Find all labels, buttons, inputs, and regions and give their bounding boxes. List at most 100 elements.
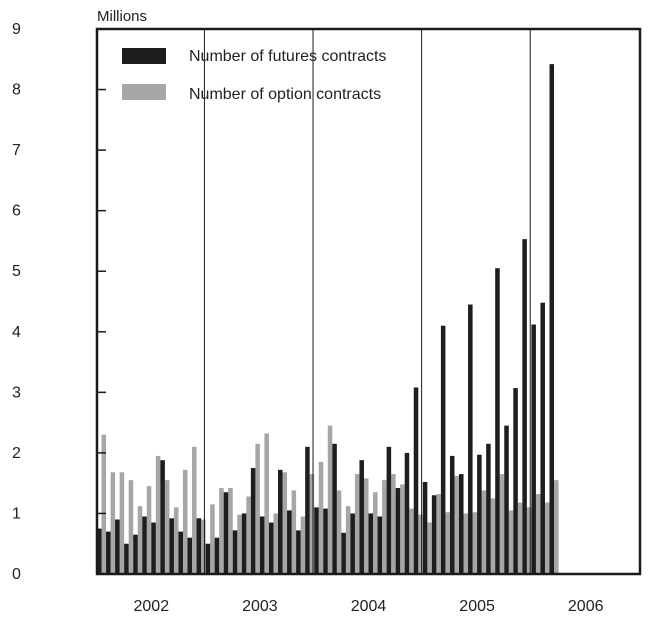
bar-futures bbox=[287, 510, 292, 574]
bar-futures bbox=[449, 455, 455, 574]
bar-options bbox=[146, 486, 152, 574]
bar-options bbox=[182, 469, 188, 574]
bar-futures bbox=[395, 488, 401, 574]
bar-futures bbox=[178, 531, 183, 574]
bar-options bbox=[400, 484, 405, 574]
y-tick-label: 6 bbox=[12, 203, 21, 220]
bar-options bbox=[300, 516, 306, 574]
bar-futures bbox=[97, 528, 102, 574]
y-tick-label: 1 bbox=[12, 505, 21, 522]
bar-options bbox=[391, 474, 396, 574]
bar-futures bbox=[422, 481, 428, 574]
bar-futures bbox=[495, 268, 500, 574]
bar-futures bbox=[477, 454, 482, 574]
bar-options bbox=[554, 480, 559, 574]
bar-options bbox=[164, 480, 170, 574]
bar-futures bbox=[504, 425, 509, 574]
x-tick-label: 2004 bbox=[351, 598, 387, 615]
bar-futures bbox=[323, 508, 328, 574]
bar-options bbox=[354, 474, 360, 574]
bar-options bbox=[264, 433, 269, 574]
bar-options bbox=[255, 443, 260, 574]
bar-futures bbox=[268, 522, 274, 574]
bar-options bbox=[409, 508, 414, 574]
y-unit-label: Millions bbox=[97, 8, 147, 25]
bar-options bbox=[363, 478, 369, 574]
bar-futures bbox=[540, 302, 545, 574]
bar-options bbox=[210, 504, 215, 574]
bar-options bbox=[418, 514, 423, 574]
y-tick-label: 8 bbox=[12, 82, 21, 99]
bar-futures bbox=[205, 543, 211, 574]
bar-options bbox=[273, 513, 279, 574]
bar-futures bbox=[377, 516, 383, 574]
bar-futures bbox=[431, 495, 437, 574]
bar-futures bbox=[531, 324, 536, 574]
bar-options bbox=[119, 472, 125, 574]
bar-futures bbox=[241, 513, 247, 574]
bar-futures bbox=[350, 513, 355, 574]
bar-futures bbox=[486, 443, 491, 574]
bar-futures bbox=[259, 516, 265, 574]
bar-options bbox=[246, 496, 251, 574]
x-tick-label: 2005 bbox=[459, 598, 495, 615]
plot-frame bbox=[95, 27, 642, 576]
y-tick-label: 2 bbox=[12, 445, 21, 462]
bar-options bbox=[192, 446, 197, 574]
bar-futures bbox=[459, 474, 464, 574]
bar-futures bbox=[296, 530, 301, 574]
bar-options bbox=[327, 425, 333, 574]
bar-futures bbox=[160, 460, 165, 574]
bar-options bbox=[128, 480, 134, 574]
y-tick-label: 0 bbox=[12, 566, 21, 583]
bar-options bbox=[373, 492, 378, 574]
bar-futures bbox=[106, 531, 111, 574]
y-tick-label: 7 bbox=[12, 142, 21, 159]
y-axis: 0 1 2 3 4 5 6 7 8 9 bbox=[12, 21, 106, 583]
bar-options bbox=[481, 490, 487, 574]
legend-label-futures: Number of futures contracts bbox=[189, 48, 386, 65]
bar-futures bbox=[142, 516, 147, 574]
bar-futures bbox=[513, 388, 518, 574]
bar-options bbox=[472, 512, 478, 574]
bar-options bbox=[345, 506, 351, 574]
bar-futures bbox=[151, 522, 156, 574]
x-axis: 2002 2003 2004 2005 2006 bbox=[134, 598, 604, 615]
bar-futures bbox=[440, 325, 446, 574]
bar-futures bbox=[404, 452, 410, 574]
bar-options bbox=[382, 480, 387, 574]
legend-label-options: Number of option contracts bbox=[189, 86, 381, 103]
bar-options bbox=[490, 498, 496, 574]
bar-options bbox=[508, 510, 514, 574]
bar-options bbox=[291, 490, 297, 574]
bar-futures bbox=[332, 443, 337, 574]
bar-futures bbox=[169, 518, 174, 574]
legend-swatch-futures bbox=[122, 48, 166, 64]
bar-futures bbox=[368, 513, 374, 574]
bar-options bbox=[318, 461, 324, 574]
bar-futures bbox=[214, 537, 220, 574]
bar-futures bbox=[223, 492, 229, 574]
y-tick-label: 3 bbox=[12, 384, 21, 401]
x-tick-label: 2006 bbox=[568, 598, 604, 615]
bar-options bbox=[282, 472, 288, 574]
bar-futures bbox=[359, 460, 364, 574]
options-series-bars bbox=[101, 425, 559, 574]
x-tick-label: 2003 bbox=[242, 598, 278, 615]
bar-options bbox=[526, 507, 532, 574]
bar-futures bbox=[133, 534, 138, 574]
year-dividers bbox=[203, 29, 531, 574]
bar-futures bbox=[341, 532, 346, 574]
bar-options bbox=[517, 502, 523, 574]
bar-futures bbox=[124, 543, 129, 574]
y-tick-label: 5 bbox=[12, 263, 21, 280]
bar-options bbox=[427, 522, 432, 574]
bar-options bbox=[110, 472, 116, 574]
bar-options bbox=[445, 512, 450, 574]
bar-futures bbox=[549, 64, 555, 575]
bar-options bbox=[499, 474, 505, 574]
y-tick-label: 4 bbox=[12, 324, 21, 341]
futures-series-bars bbox=[97, 64, 555, 575]
bar-options bbox=[201, 519, 206, 574]
